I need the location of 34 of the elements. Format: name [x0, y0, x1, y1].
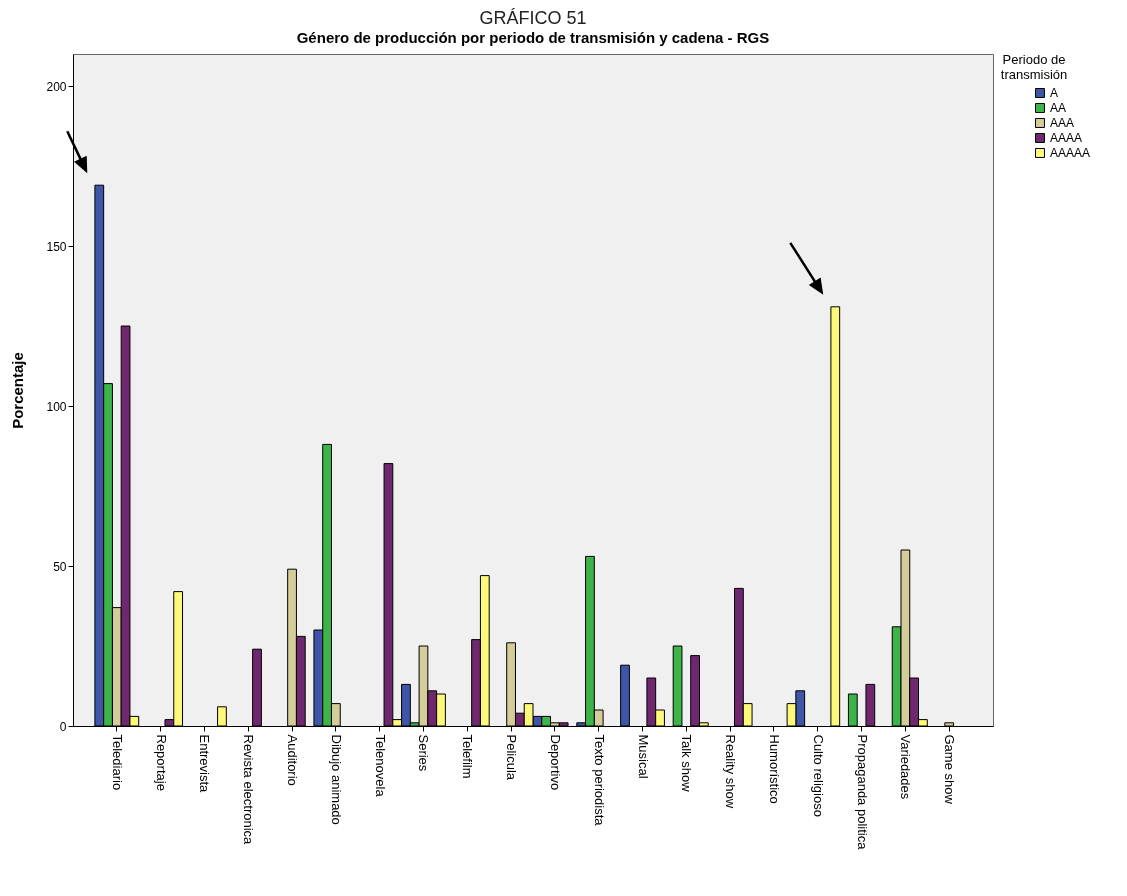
legend-label: AAAA — [1050, 131, 1083, 145]
y-tick-label: 200 — [46, 79, 67, 94]
legend-label: A — [1050, 86, 1059, 100]
x-tick-label: Propaganda politica — [854, 734, 870, 851]
x-tick-label: Game show — [942, 734, 958, 805]
x-tick-label: Revista electronica — [241, 734, 257, 846]
x-tick-label: Talk show — [679, 734, 695, 793]
x-tick-label: Deportivo — [547, 734, 563, 791]
y-tick-label: 50 — [53, 559, 67, 574]
x-tick-label: Variedades — [898, 734, 914, 800]
chart-subtitle: Género de producción por periodo de transmisión y cadena - RGS — [296, 29, 770, 46]
x-tick-label: Entrevista — [197, 734, 213, 794]
legend-label: AA — [1050, 101, 1067, 115]
legend-label: AAAAA — [1050, 146, 1091, 160]
legend-title: Periodo de transmisión — [1000, 52, 1068, 82]
legend-label: AAA — [1050, 116, 1075, 130]
x-tick-label: Humorístico — [766, 734, 782, 804]
x-tick-label: Telediario — [109, 734, 125, 791]
x-tick-label: Telefilm — [460, 734, 476, 779]
chart-title: GRÁFICO 51 — [479, 8, 587, 28]
x-tick-label: Reportaje — [153, 734, 169, 791]
x-tick-label: Auditorio — [285, 734, 301, 786]
y-tick-label: 0 — [59, 719, 67, 734]
x-tick-label: Telenovela — [372, 734, 388, 798]
x-tick-label: Pelicula — [504, 734, 520, 781]
x-tick-label: Musical — [635, 734, 651, 779]
x-tick-label: Reality show — [723, 734, 739, 809]
y-tick-label: 150 — [46, 239, 67, 254]
x-tick-label: Dibujo animado — [328, 734, 344, 825]
y-axis-title: Porcentaje — [9, 352, 27, 429]
x-tick-label: Series — [416, 734, 432, 772]
x-tick-label: Culto religioso — [810, 734, 826, 817]
x-tick-label: Texto periodista — [591, 734, 607, 827]
y-tick-label: 100 — [46, 399, 67, 414]
